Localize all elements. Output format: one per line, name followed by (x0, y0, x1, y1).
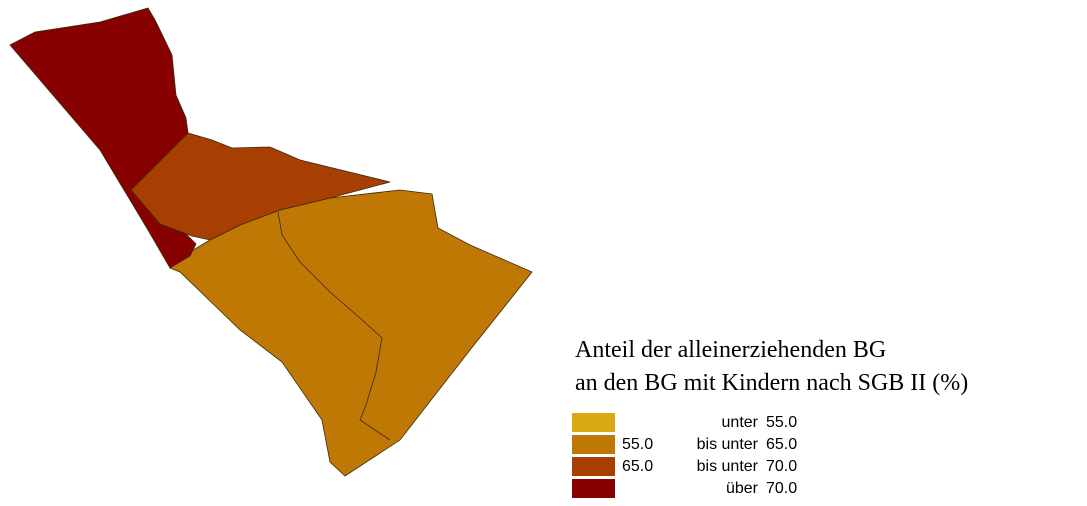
legend-swatch (572, 413, 615, 432)
legend-to: 70.0 (766, 480, 797, 497)
legend-swatch (572, 435, 615, 454)
legend-title: Anteil der alleinerziehenden BG (575, 337, 886, 363)
legend-to: 65.0 (766, 436, 797, 453)
legend-title: an den BG mit Kindern nach SGB II (%) (575, 370, 968, 396)
legend-from: 55.0 (622, 436, 653, 453)
legend-from: 65.0 (622, 458, 653, 475)
legend-swatch (572, 479, 615, 498)
legend-to: 70.0 (766, 458, 797, 475)
legend-swatch (572, 457, 615, 476)
legend: Anteil der alleinerziehenden BG an den B… (572, 337, 968, 498)
legend-op: unter (722, 414, 759, 431)
map (9, 7, 533, 477)
legend-op: bis unter (697, 436, 759, 453)
legend-to: 55.0 (766, 414, 797, 431)
legend-op: bis unter (697, 458, 759, 475)
region-northwest (9, 7, 197, 269)
district-border (277, 211, 391, 441)
legend-op: über (726, 480, 759, 497)
